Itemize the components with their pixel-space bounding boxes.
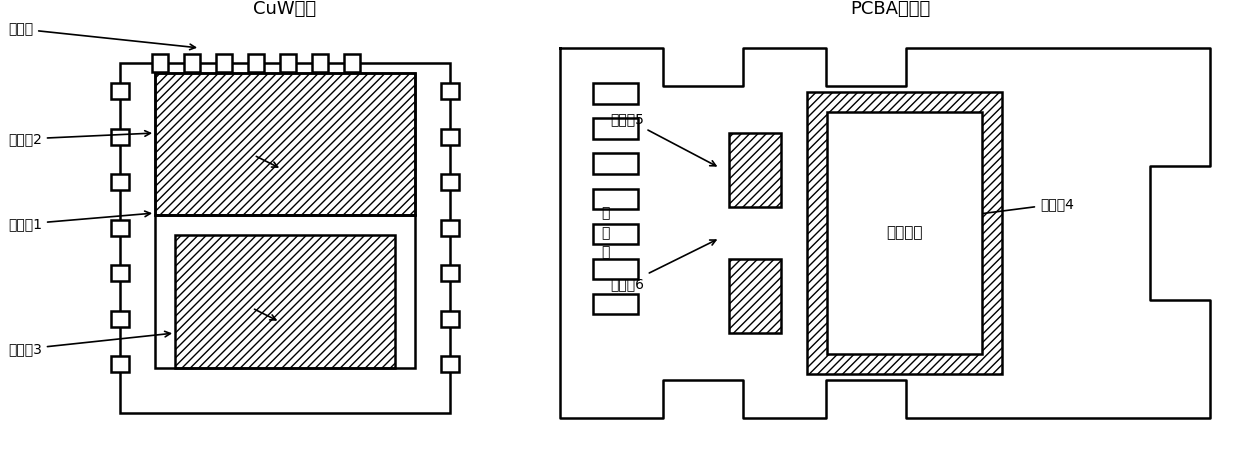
Bar — [441, 129, 459, 144]
Bar — [593, 188, 639, 209]
Bar — [184, 54, 200, 72]
Bar — [441, 356, 459, 372]
Bar — [120, 63, 450, 413]
Bar — [593, 83, 639, 104]
Text: 配合面3: 配合面3 — [7, 332, 170, 356]
Bar — [112, 219, 129, 236]
Bar — [155, 214, 415, 368]
Bar — [441, 83, 459, 99]
Bar — [593, 294, 639, 314]
Bar — [343, 54, 360, 72]
Text: 开窗区域: 开窗区域 — [887, 225, 923, 240]
Bar — [280, 54, 296, 72]
Text: 金
手
指: 金 手 指 — [601, 206, 609, 259]
Bar — [441, 311, 459, 326]
Bar — [155, 73, 415, 214]
Bar — [441, 174, 459, 190]
Bar — [216, 54, 232, 72]
Bar — [112, 83, 129, 99]
Bar — [593, 153, 639, 174]
Text: PCBA电路板: PCBA电路板 — [849, 0, 930, 18]
Bar — [112, 265, 129, 281]
Text: CuW底座: CuW底座 — [253, 0, 316, 18]
Bar — [441, 265, 459, 281]
Bar — [112, 174, 129, 190]
Bar — [248, 54, 264, 72]
Bar — [312, 54, 329, 72]
Text: 配合面4: 配合面4 — [874, 197, 1074, 230]
Bar — [155, 73, 415, 214]
Text: 配合面1: 配合面1 — [7, 211, 150, 231]
Text: 配合面6: 配合面6 — [610, 240, 715, 291]
Bar — [593, 224, 639, 244]
Bar — [153, 54, 167, 72]
Bar — [593, 259, 639, 279]
Polygon shape — [560, 48, 1210, 418]
Bar — [593, 119, 639, 138]
Bar — [112, 356, 129, 372]
Bar — [729, 259, 781, 333]
Bar — [112, 311, 129, 326]
Bar — [112, 129, 129, 144]
Bar — [807, 93, 1002, 374]
Bar — [827, 113, 982, 354]
Bar — [175, 235, 396, 368]
Text: 配合面5: 配合面5 — [610, 112, 715, 166]
Text: 导胶槽: 导胶槽 — [7, 22, 196, 50]
Bar — [441, 219, 459, 236]
Bar — [729, 133, 781, 207]
Text: 配合面2: 配合面2 — [7, 131, 150, 146]
